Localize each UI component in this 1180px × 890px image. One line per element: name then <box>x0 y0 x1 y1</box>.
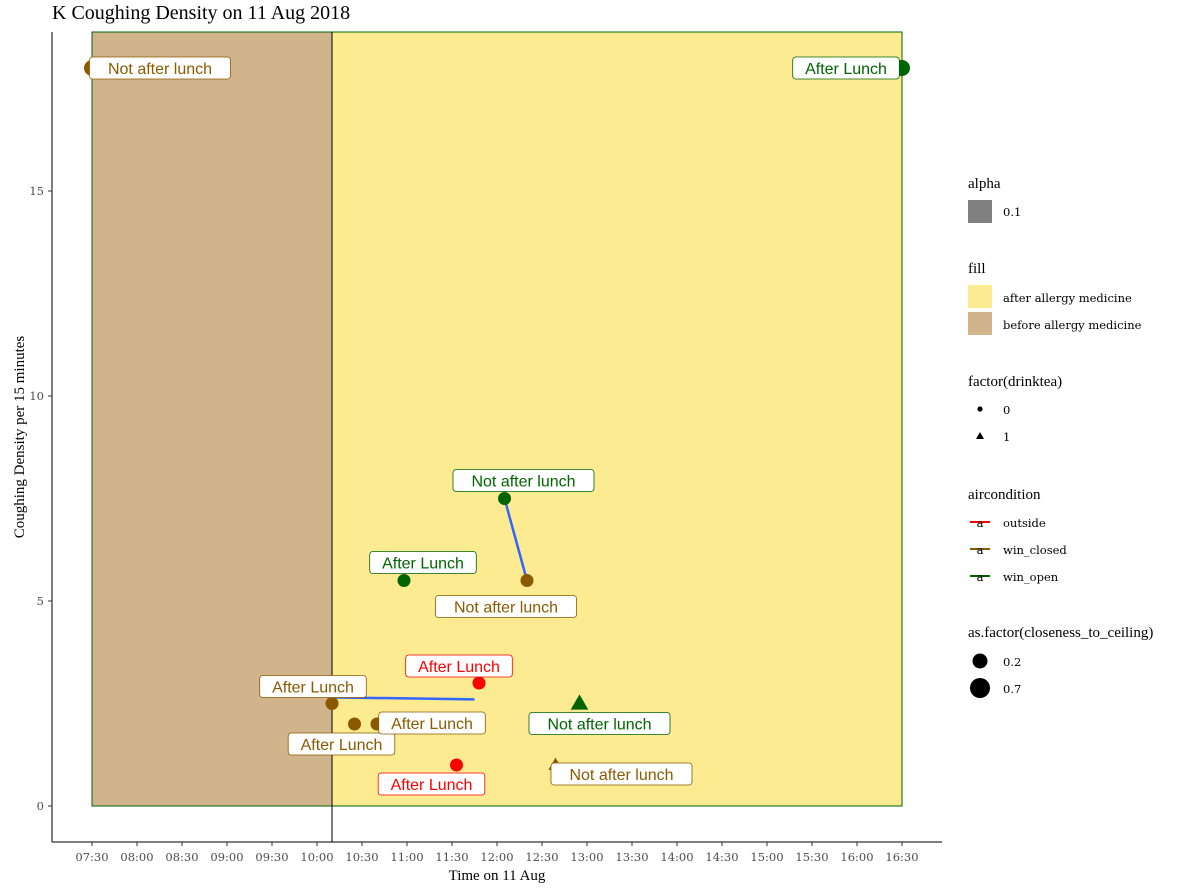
data-label-text: After Lunch <box>272 680 354 697</box>
data-label-text: Not after lunch <box>454 600 558 617</box>
legend-key-fill <box>968 312 992 335</box>
x-tick-label: 08:30 <box>165 850 198 864</box>
legend-key-colour-glyph: a <box>977 516 984 530</box>
legend-item-label: 0.7 <box>1003 682 1021 696</box>
data-label: Not after lunch <box>452 469 595 492</box>
x-tick-label: 13:30 <box>615 850 648 864</box>
legend-key-alpha <box>968 200 992 223</box>
data-point <box>498 492 511 505</box>
x-tick-label: 09:30 <box>255 850 288 864</box>
x-axis-title: Time on 11 Aug <box>449 868 546 884</box>
legend-key-size-small <box>972 653 988 669</box>
legend-title: factor(drinktea) <box>968 374 1062 390</box>
x-tick-label: 16:30 <box>885 850 918 864</box>
data-label-box <box>89 56 231 80</box>
x-tick-label: 13:00 <box>570 850 603 864</box>
region-after <box>331 31 903 807</box>
legend-item-label: win_open <box>1003 570 1059 584</box>
data-label-text: Not after lunch <box>108 61 212 78</box>
data-label: After Lunch <box>287 732 396 756</box>
legend-item-label: 0.1 <box>1003 205 1021 219</box>
data-label: After Lunch <box>405 654 513 678</box>
data-label-text: After Lunch <box>382 556 464 573</box>
chart-title: K Coughing Density on 11 Aug 2018 <box>52 2 351 24</box>
y-tick-label: 5 <box>37 594 44 608</box>
data-label: After Lunch <box>377 772 486 796</box>
legend-item-label: 0 <box>1003 403 1010 417</box>
legend-item-label: outside <box>1003 516 1046 530</box>
data-label-box <box>369 551 477 574</box>
data-label-text: Not after lunch <box>547 717 651 734</box>
legend-item-label: after allergy medicine <box>1003 291 1132 305</box>
data-point <box>520 574 534 587</box>
x-tick-label: 11:00 <box>390 850 423 864</box>
data-label-text: After Lunch <box>391 777 473 794</box>
legend-key-fill <box>968 285 992 308</box>
data-label-box <box>378 711 486 735</box>
x-tick-label: 10:00 <box>300 850 333 864</box>
y-tick-label: 0 <box>37 799 44 813</box>
legend-title: alpha <box>968 176 1001 192</box>
data-label: After Lunch <box>792 56 900 80</box>
data-label: Not after lunch <box>528 712 671 735</box>
data-label-text: Not after lunch <box>471 474 575 491</box>
legend-key-colour-glyph: a <box>977 570 984 584</box>
data-label-box <box>435 595 577 618</box>
data-label: Not after lunch <box>550 762 693 786</box>
x-tick-label: 16:00 <box>840 850 873 864</box>
trend-line <box>503 498 529 581</box>
data-label-box <box>550 762 693 786</box>
data-label-text: After Lunch <box>805 61 887 78</box>
data-label: Not after lunch <box>89 56 231 80</box>
data-label-text: Not after lunch <box>569 767 673 784</box>
data-point <box>325 697 339 710</box>
x-tick-label: 09:00 <box>210 850 243 864</box>
legend-key-triangle <box>976 432 984 439</box>
x-tick-label: 12:00 <box>480 850 513 864</box>
data-point <box>397 574 411 587</box>
data-label: Not after lunch <box>435 595 577 618</box>
y-axis-title: Coughing Density per 15 minutes <box>12 336 28 539</box>
x-tick-label: 14:30 <box>705 850 738 864</box>
data-label-text: After Lunch <box>418 659 500 676</box>
x-tick-label: 12:30 <box>525 850 558 864</box>
legend-item-label: 0.2 <box>1003 655 1021 669</box>
y-tick-label: 10 <box>29 389 44 403</box>
x-tick-label: 11:30 <box>435 850 468 864</box>
x-tick-label: 07:30 <box>75 850 108 864</box>
data-label: After Lunch <box>369 551 477 574</box>
data-point-triangle <box>570 694 589 710</box>
legend-title: fill <box>968 261 986 277</box>
data-label-box <box>452 469 595 492</box>
x-tick-label: 15:00 <box>750 850 783 864</box>
data-point <box>348 717 361 731</box>
data-label-box <box>405 654 513 678</box>
legend-key-colour-glyph: a <box>977 543 984 557</box>
data-point <box>450 758 463 772</box>
data-label-box <box>259 675 367 698</box>
background-regions <box>91 31 903 807</box>
x-tick-label: 15:30 <box>795 850 828 864</box>
data-label-text: After Lunch <box>391 716 473 733</box>
x-tick-label: 10:30 <box>345 850 378 864</box>
y-tick-label: 15 <box>29 184 44 198</box>
data-label-box <box>528 712 671 735</box>
legend-key-size-large <box>970 678 990 698</box>
data-label-box <box>792 56 900 80</box>
data-label: After Lunch <box>378 711 486 735</box>
legend-item-label: before allergy medicine <box>1003 318 1142 332</box>
data-label-text: After Lunch <box>301 737 383 754</box>
legend-item-label: win_closed <box>1003 543 1067 557</box>
data-label: After Lunch <box>259 675 367 698</box>
data-label-box <box>287 732 396 756</box>
x-tick-label: 14:00 <box>660 850 693 864</box>
data-label-box <box>377 772 486 796</box>
legend-title: aircondition <box>968 487 1041 503</box>
x-tick-label: 08:00 <box>120 850 153 864</box>
legend-key-circle <box>977 406 983 412</box>
data-point <box>472 676 486 690</box>
legend-title: as.factor(closeness_to_ceiling) <box>968 625 1153 641</box>
legend-item-label: 1 <box>1003 430 1010 444</box>
